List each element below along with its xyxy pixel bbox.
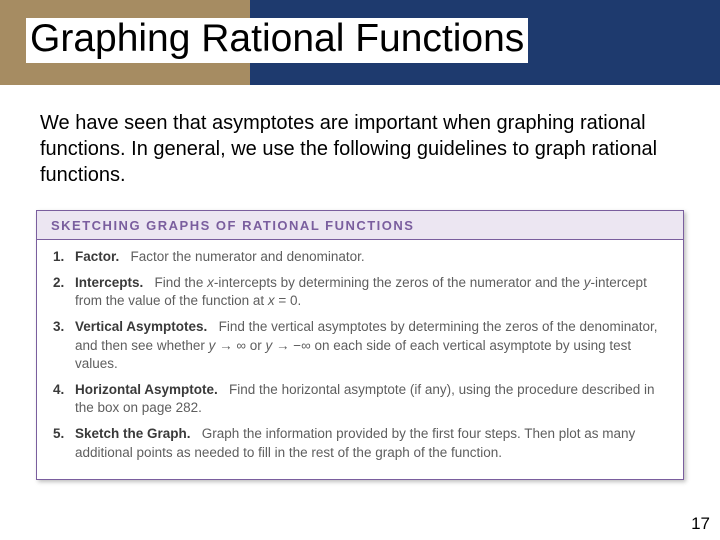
step-label: Sketch the Graph.: [75, 426, 191, 441]
step-label: Horizontal Asymptote.: [75, 382, 218, 397]
step-label: Factor.: [75, 249, 119, 264]
step-label: Intercepts.: [75, 275, 143, 290]
step-3: 3. Vertical Asymptotes. Find the vertica…: [53, 318, 667, 374]
step-4: 4. Horizontal Asymptote. Find the horizo…: [53, 381, 667, 418]
intro-paragraph: We have seen that asymptotes are importa…: [40, 110, 680, 188]
step-text: Factor the numerator and denominator.: [123, 249, 365, 264]
page-number: 17: [691, 514, 710, 534]
step-5: 5. Sketch the Graph. Graph the informati…: [53, 425, 667, 462]
step-2: 2. Intercepts. Find the x-intercepts by …: [53, 274, 667, 311]
step-number: 2.: [53, 274, 64, 293]
step-number: 3.: [53, 318, 64, 337]
step-label: Vertical Asymptotes.: [75, 319, 207, 334]
step-text: Find the x-intercepts by determining the…: [75, 275, 647, 309]
step-number: 1.: [53, 248, 64, 267]
guidelines-box: SKETCHING GRAPHS OF RATIONAL FUNCTIONS 1…: [36, 210, 684, 480]
step-number: 5.: [53, 425, 64, 444]
guidelines-heading: SKETCHING GRAPHS OF RATIONAL FUNCTIONS: [37, 211, 683, 240]
guidelines-body: 1. Factor. Factor the numerator and deno…: [37, 240, 683, 479]
slide-title: Graphing Rational Functions: [26, 18, 528, 63]
step-number: 4.: [53, 381, 64, 400]
step-1: 1. Factor. Factor the numerator and deno…: [53, 248, 667, 267]
